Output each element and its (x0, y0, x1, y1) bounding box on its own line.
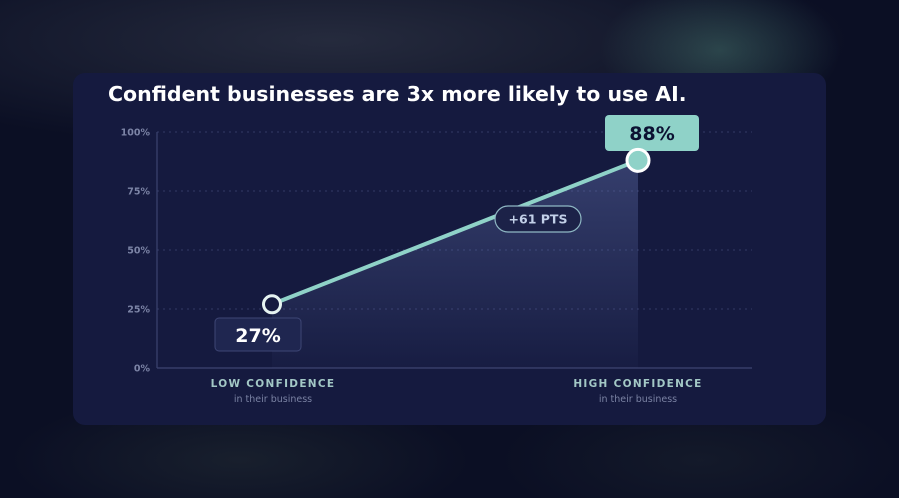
high-value-label-box (605, 115, 699, 151)
y-tick-label: 0% (134, 364, 151, 375)
y-tick-label: 75% (127, 187, 150, 198)
y-tick-label: 25% (127, 305, 150, 316)
x-category-subtitle: in their business (599, 394, 677, 405)
data-point-high (625, 147, 651, 173)
low-value-label-box (214, 317, 302, 352)
series-line (270, 158, 640, 307)
delta-annotation: +61 PTS (509, 212, 568, 227)
data-point-low (262, 294, 282, 315)
delta-annotation-pill (494, 205, 582, 233)
x-category-label: HIGH CONFIDENCE (573, 378, 702, 390)
x-category-label: LOW CONFIDENCE (211, 378, 336, 390)
y-tick-label: 50% (127, 246, 150, 257)
y-tick-label: 100% (121, 128, 151, 139)
chart-title: Confident businesses are 3x more likely … (108, 82, 687, 106)
high-value-label: 88% (629, 123, 674, 145)
low-value-label: 27% (235, 325, 280, 347)
x-category-subtitle: in their business (234, 394, 312, 405)
